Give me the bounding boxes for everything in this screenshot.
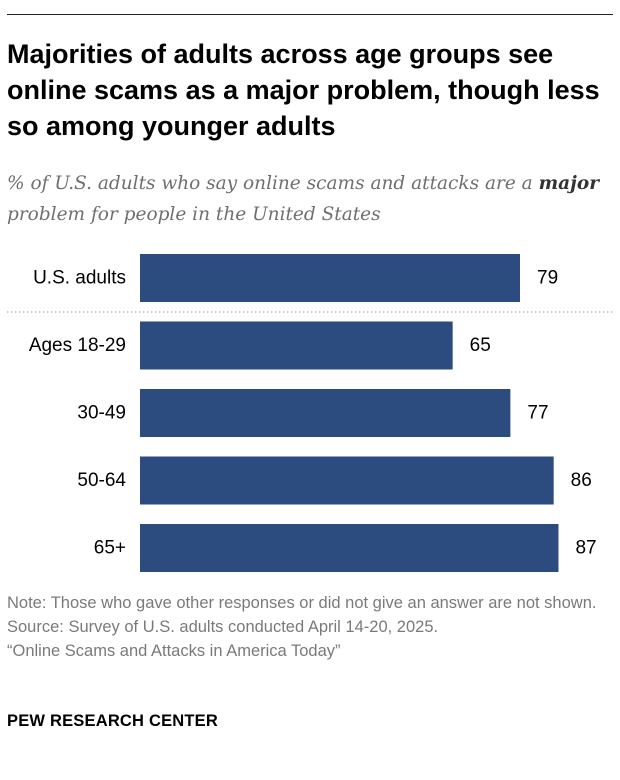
note-text: Note: Those who gave other responses or … — [7, 594, 597, 612]
bar-u-s-adults — [140, 254, 520, 302]
subtitle-prefix: % of U.S. adults who say online scams an… — [7, 173, 539, 194]
value-label: 77 — [527, 403, 548, 424]
brand-logo-text: PEW RESEARCH CENTER — [7, 712, 218, 730]
chart-footnotes: Note: Those who gave other responses or … — [7, 591, 615, 663]
chart-title: Majorities of adults across age groups s… — [7, 39, 600, 141]
category-label: Ages 18-29 — [29, 335, 126, 356]
value-label: 87 — [575, 538, 596, 559]
chart-subtitle: % of U.S. adults who say online scams an… — [7, 168, 613, 230]
bar-50-64 — [140, 456, 554, 505]
subtitle-emphasis: major — [538, 173, 599, 194]
bar-chart: U.S. adults 79 Ages 18-29 65 30-49 77 50-64 86 6… — [7, 254, 613, 572]
bar-ages-18-29 — [140, 321, 453, 370]
category-label: 50-64 — [77, 470, 126, 491]
category-label: 65+ — [94, 538, 126, 559]
source-text: Source: Survey of U.S. adults conducted … — [7, 618, 439, 636]
bar-65 — [140, 524, 559, 572]
report-title: “Online Scams and Attacks in America Tod… — [7, 642, 341, 660]
value-label: 79 — [537, 268, 558, 289]
subtitle-suffix: problem for people in the United States — [7, 204, 381, 225]
top-rule — [7, 14, 613, 15]
value-label: 86 — [571, 470, 592, 491]
category-label: U.S. adults — [33, 268, 126, 289]
category-label: 30-49 — [77, 403, 126, 424]
value-label: 65 — [470, 335, 491, 356]
bar-30-49 — [140, 389, 511, 437]
